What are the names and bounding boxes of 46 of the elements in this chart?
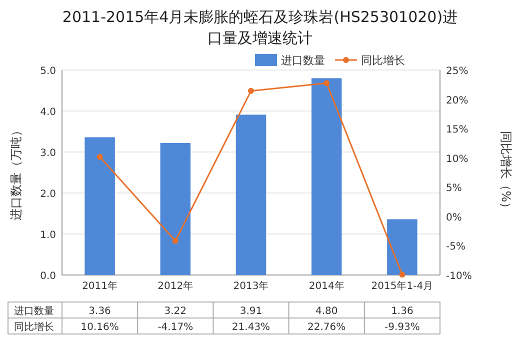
text: 同比增长	[14, 322, 54, 333]
text: 进口数量	[14, 306, 54, 317]
y2-tick-label: 10%	[446, 154, 468, 165]
point	[324, 80, 330, 86]
bar	[160, 142, 191, 275]
y-tick-label: 2.0	[40, 189, 56, 200]
bar	[311, 78, 342, 275]
point	[96, 154, 103, 160]
y2-tick-label: 5%	[446, 183, 462, 194]
y-tick-label: 1.0	[40, 230, 56, 241]
y-tick-label: 3.0	[40, 148, 56, 159]
data-label: 21.43%	[232, 322, 270, 333]
data-label: 3.91	[240, 306, 262, 317]
data-label: 22.76%	[308, 322, 346, 333]
y-tick-label: 5.0	[40, 66, 56, 77]
data-label: -4.17%	[158, 322, 194, 333]
data-label: 3.36	[88, 306, 111, 317]
point	[399, 272, 406, 278]
y-tick-label: 0.0	[40, 271, 56, 282]
y-axis-title: 进口数量（万吨）	[9, 124, 23, 220]
x-tick-label: 2012年	[158, 280, 194, 292]
y2-tick-label: -10%	[446, 271, 472, 282]
y2-tick-label: 15%	[446, 124, 468, 136]
y-tick-label: 4.0	[40, 107, 56, 118]
y2-axis-title: 同比增长（%）	[499, 130, 513, 214]
bar	[387, 219, 418, 275]
chart-title: 2011-2015年4月未膨胀的蛭石及珍珠岩(HS25301020)进口量及增速统计	[62, 8, 458, 47]
point	[248, 88, 254, 94]
data-label: 4.80	[315, 306, 338, 317]
y2-tick-label: 20%	[446, 95, 468, 106]
y2-tick-label: -5%	[446, 242, 466, 253]
x-tick-label: 2015年1-4月	[371, 280, 434, 292]
x-tick-label: 2011年	[82, 280, 118, 292]
data-label: -9.93%	[384, 322, 420, 333]
y2-tick-label: 25%	[446, 66, 468, 77]
x-tick-label: 2014年	[308, 280, 344, 292]
y2-tick-label: 0%	[446, 212, 462, 224]
data-label: 10.16%	[80, 322, 119, 333]
data-label: 1.36	[391, 306, 414, 317]
data-label: 3.22	[164, 306, 187, 317]
bar	[236, 114, 266, 275]
legend-label: 进口数量	[281, 54, 325, 67]
legend-label: 同比增长	[361, 54, 405, 67]
point	[172, 238, 178, 244]
x-tick-label: 2013年	[233, 280, 269, 292]
bar	[84, 137, 115, 275]
